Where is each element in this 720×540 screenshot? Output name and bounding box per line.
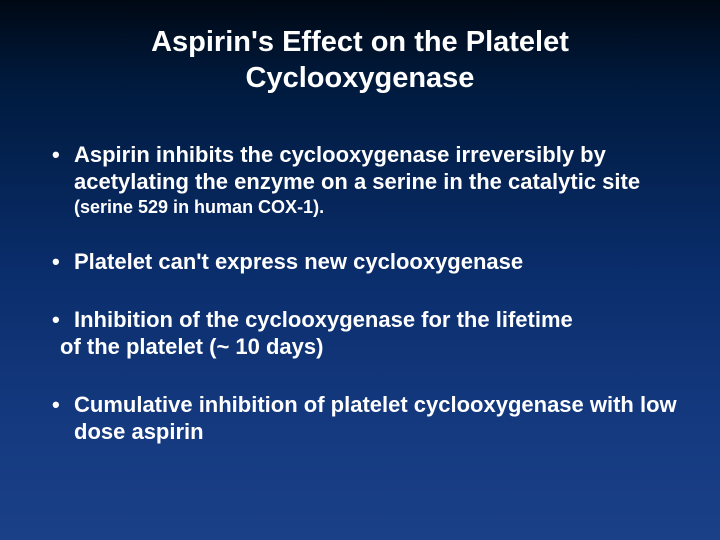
bullet-main: Platelet can't express new cyclooxygenas… — [74, 249, 523, 274]
bullet-sub: (serine 529 in human COX-1). — [74, 196, 680, 219]
bullet-item: Platelet can't express new cyclooxygenas… — [48, 248, 680, 276]
bullet-item: Aspirin inhibits the cyclooxygenase irre… — [48, 141, 680, 219]
bullet-continuation: of the platelet (~ 10 days) — [60, 333, 680, 361]
bullet-list: Aspirin inhibits the cyclooxygenase irre… — [40, 141, 680, 446]
slide-title: Aspirin's Effect on the Platelet Cycloox… — [40, 24, 680, 97]
bullet-main: Aspirin inhibits the cyclooxygenase irre… — [74, 142, 640, 195]
bullet-main: Cumulative inhibition of platelet cycloo… — [74, 392, 677, 445]
title-line2: Cyclooxygenase — [246, 62, 475, 94]
title-line1: Aspirin's Effect on the Platelet — [151, 26, 569, 58]
bullet-item: Cumulative inhibition of platelet cycloo… — [48, 391, 680, 446]
bullet-item: Inhibition of the cyclooxygenase for the… — [48, 306, 680, 361]
bullet-main: Inhibition of the cyclooxygenase for the… — [74, 307, 573, 332]
